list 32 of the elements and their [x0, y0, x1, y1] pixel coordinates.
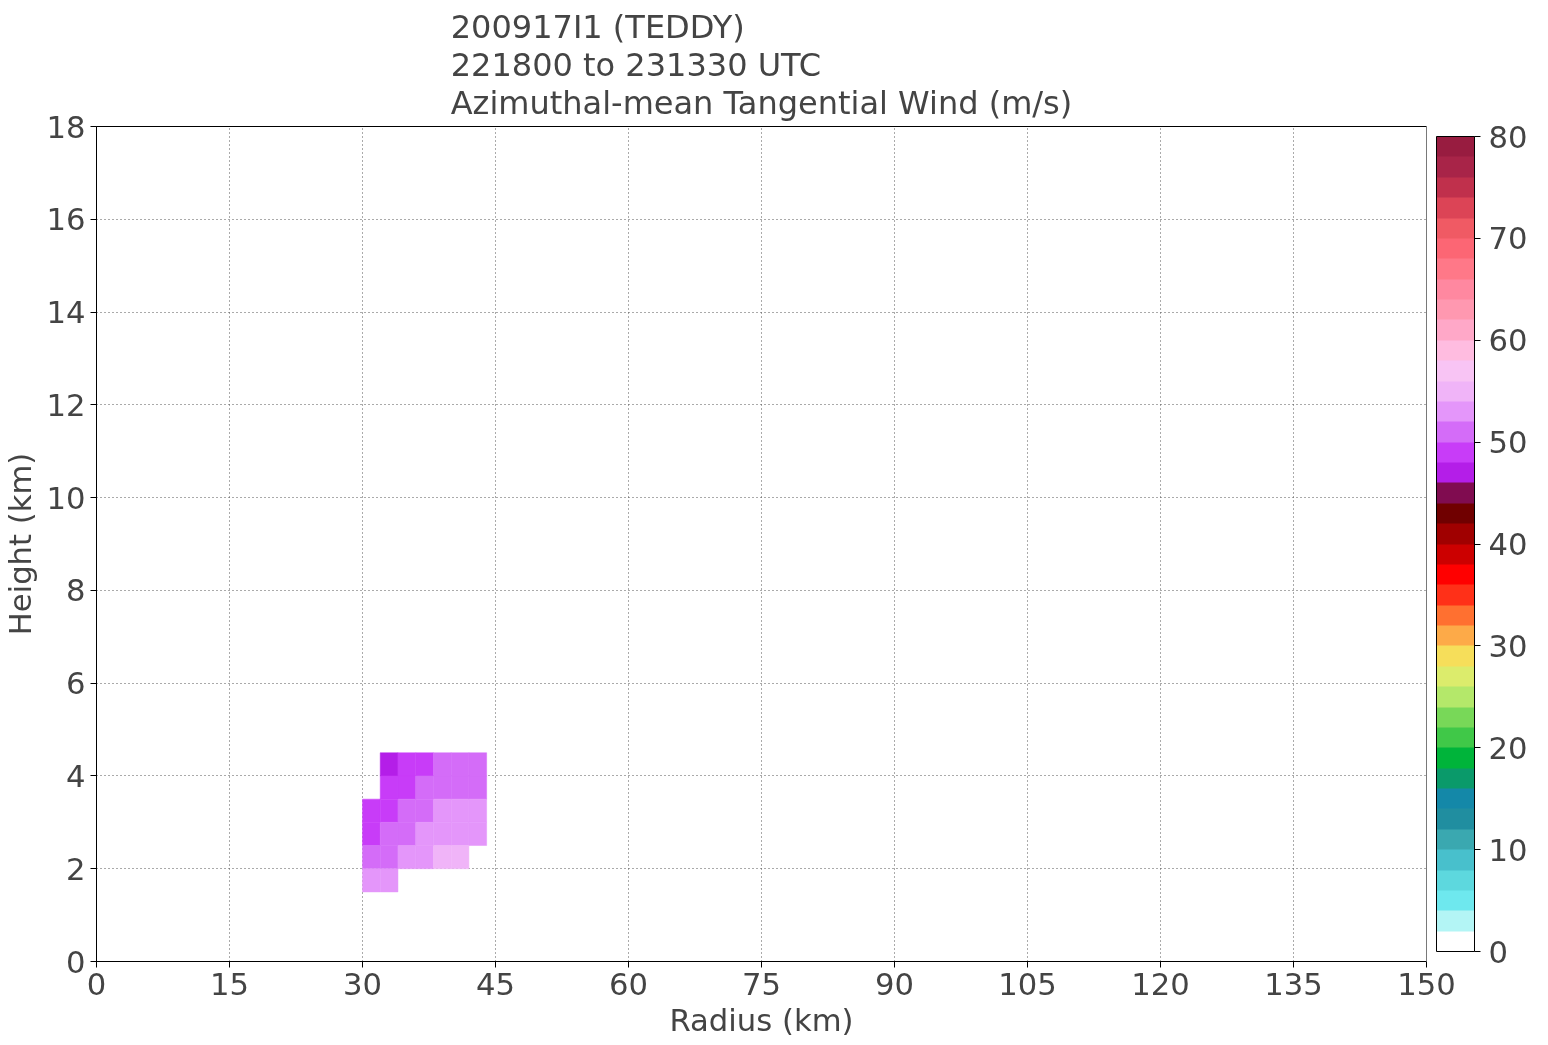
y-tick-label: 16 [46, 202, 86, 238]
x-tick-label: 90 [875, 966, 915, 1002]
y-tick-label: 2 [66, 851, 86, 887]
color-bar-label: 80 [1488, 119, 1528, 155]
color-bar-label: 60 [1488, 323, 1528, 359]
color-bar-label: 40 [1488, 527, 1528, 562]
color-bar-label: 0 [1488, 934, 1509, 970]
x-tick-label: 105 [998, 966, 1057, 1002]
y-tick-label: 6 [66, 666, 86, 702]
x-tick-label: 30 [343, 966, 383, 1002]
y-tick-label: 4 [66, 758, 86, 794]
x-tick-label: 75 [742, 966, 782, 1002]
chart-title: 200917I1 (TEDDY) 221800 to 231330 UTC Azimuthal-mean Tangential Wind (m/s) [450, 7, 1073, 122]
y-axis-title: Height (km) [3, 452, 39, 636]
x-tick-label: 120 [1131, 966, 1190, 1002]
x-tick-label: 45 [476, 966, 516, 1002]
x-tick-label: 150 [1397, 966, 1456, 1002]
x-axis-title: Radius (km) [669, 1002, 854, 1038]
y-tick-label: 8 [66, 573, 86, 609]
color-bar-label: 20 [1488, 730, 1528, 766]
color-bar-label: 10 [1488, 832, 1528, 868]
y-tick-label: 10 [46, 480, 86, 516]
color-bar-label: 30 [1488, 628, 1528, 664]
y-tick-label: 18 [46, 109, 86, 145]
x-tick-label: 135 [1264, 966, 1323, 1002]
x-tick-label: 15 [210, 966, 250, 1002]
x-tick-label: 60 [609, 966, 649, 1002]
y-tick-label: 12 [46, 387, 86, 423]
color-bar-label: 50 [1488, 425, 1528, 461]
y-tick-label: 14 [46, 295, 86, 331]
color-bar-label: 70 [1488, 221, 1528, 257]
y-tick-label: 0 [66, 944, 86, 980]
